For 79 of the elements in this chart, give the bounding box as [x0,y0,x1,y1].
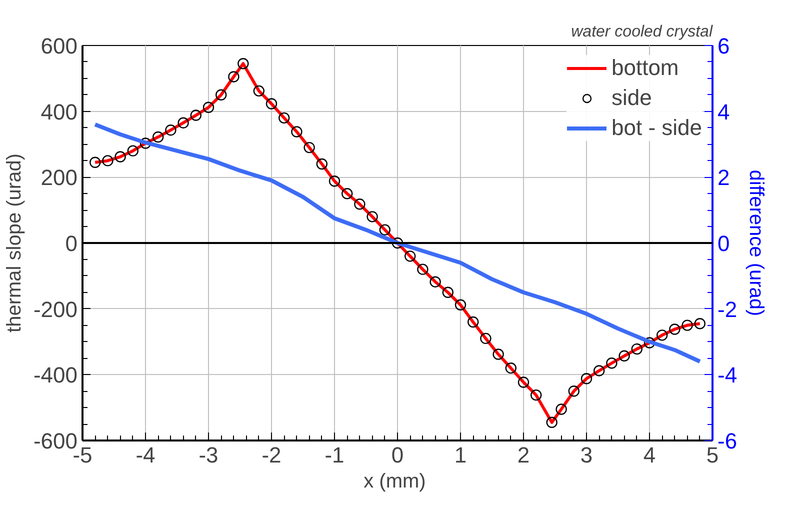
point [618,350,630,362]
point [342,188,353,200]
point [480,332,492,344]
point [594,365,605,376]
point [442,286,454,298]
point [216,89,227,100]
y2-tick-label: 6 [718,34,730,58]
point [492,348,504,360]
point [354,198,366,210]
y-tick-label: -400 [33,362,78,388]
x-tick-label: 0 [391,442,404,468]
y2-tick-label: 0 [718,231,730,256]
point [266,98,278,110]
point [631,343,642,355]
point [165,124,176,136]
point [669,324,680,335]
point [291,126,302,138]
y-tick-label: -200 [33,296,78,322]
x-tick-label: 2 [517,442,530,468]
point [178,117,189,128]
point [379,224,390,236]
point [253,85,264,97]
point [102,155,114,166]
x-axis-title: x (mm) [364,470,426,492]
point [656,330,668,341]
y2-axis-title: difference (urad) [745,170,768,316]
x-tick-label: 1 [454,442,467,468]
point [694,318,706,330]
point [114,151,126,162]
point [316,158,328,170]
y-axis-title: thermal slope (urad) [3,154,26,332]
point [328,176,340,187]
y-tick-label: 200 [40,165,78,190]
y2-tick-label: -4 [718,362,738,388]
y-tick-label: 600 [40,34,78,58]
point [202,102,214,113]
point [505,362,516,374]
point [304,142,315,154]
point [430,276,441,288]
legend-label: bottom [612,55,679,81]
point [518,376,530,388]
point [644,337,656,348]
point [392,237,404,249]
x-tick-label: 3 [580,442,593,468]
point [190,110,202,121]
point [140,138,152,149]
y-tick-label: 400 [40,99,78,124]
point [556,404,567,415]
point [454,299,466,310]
x-tick-label: -4 [136,442,156,468]
y-tick-label: 0 [65,231,78,256]
x-tick-label: -3 [198,442,218,468]
point [152,131,164,143]
y2-tick-label: -6 [718,428,738,454]
point [682,320,693,331]
point [278,112,290,124]
y2-tick-label: -2 [718,296,738,322]
point [366,211,378,222]
point [606,358,618,369]
point [228,71,240,82]
point [580,373,592,384]
y2-tick-label: 2 [718,165,730,190]
x-tick-label: -2 [262,442,282,468]
text: water cooled crystal [571,24,713,40]
x-tick-label: -1 [324,442,344,468]
point [127,145,138,156]
point [404,250,416,262]
point [568,386,580,397]
point [546,416,558,428]
x-tick-label: 5 [706,442,719,468]
legend-label: bot - side [612,115,702,141]
point [468,316,479,328]
legend-label: side [612,85,652,111]
point [417,264,428,275]
x-tick-label: 4 [643,442,656,468]
y2-tick-label: 4 [718,99,730,124]
point [90,156,101,168]
point [530,389,542,401]
point [238,58,249,70]
